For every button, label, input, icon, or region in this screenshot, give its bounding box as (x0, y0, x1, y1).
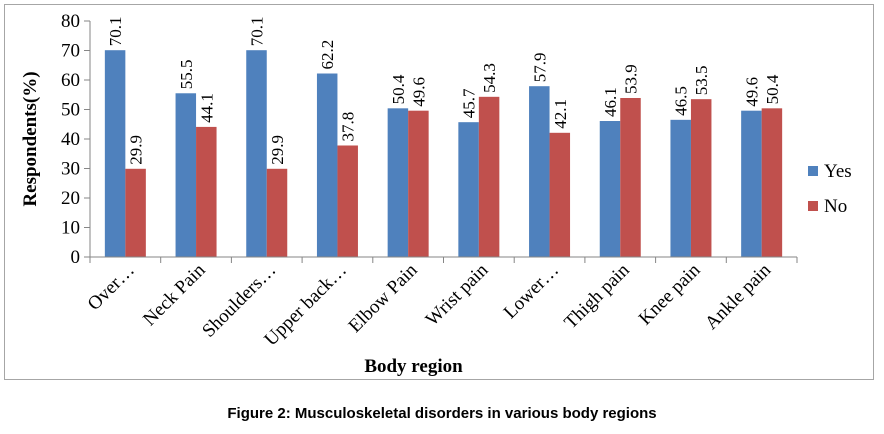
data-label: 70.1 (248, 16, 267, 46)
x-category-label: Neck Pain (139, 259, 210, 330)
y-axis-title: Respondents(%) (20, 71, 41, 206)
data-label: 57.9 (530, 52, 549, 82)
data-label: 29.9 (127, 135, 146, 165)
bar-no (620, 97, 641, 258)
bar-no (761, 108, 783, 257)
bar-yes (175, 93, 197, 258)
data-label: 44.1 (197, 93, 216, 123)
x-category-label: Thigh pain (560, 259, 634, 333)
data-label: 49.6 (742, 77, 761, 107)
bar-no (196, 126, 217, 257)
bar-no (266, 168, 288, 257)
data-label: 50.4 (389, 74, 408, 104)
bar-no (125, 168, 146, 257)
x-category-label: Ankle pain (701, 259, 776, 334)
bar-no (690, 99, 712, 257)
bar-yes (458, 122, 479, 257)
chart-area: 0 10 20 30 40 50 60 70 80 70.1 55.5 70.1 62.2 50.4 45.… (4, 4, 874, 380)
bar-yes (741, 110, 762, 258)
data-label: 54.3 (480, 63, 499, 93)
y-tick-label: 60 (61, 70, 80, 91)
bar-yes (316, 73, 338, 257)
y-tick-label: 10 (61, 218, 80, 239)
figure-caption: Figure 2: Musculoskeletal disorders in v… (227, 405, 657, 422)
y-tick-label: 80 (61, 11, 80, 32)
legend-label-no: No (824, 196, 847, 217)
data-label: 37.8 (339, 112, 358, 142)
legend-swatch-yes (808, 166, 818, 176)
data-label: 62.2 (318, 40, 337, 70)
data-label: 50.4 (763, 74, 782, 104)
bar-yes (670, 119, 691, 257)
legend-label-yes: Yes (824, 161, 852, 182)
legend-swatch-no (808, 201, 818, 211)
data-label: 53.9 (622, 64, 641, 94)
bar-yes (387, 108, 409, 257)
data-label: 46.5 (672, 86, 691, 116)
y-tick-label: 50 (61, 100, 80, 121)
data-label: 45.7 (460, 88, 479, 118)
y-tick-label: 40 (61, 129, 80, 150)
x-category-label: Wrist pain (422, 259, 493, 330)
y-tick-label: 20 (61, 188, 80, 209)
x-category-label: Lower… (500, 260, 563, 323)
y-tick-label: 30 (61, 159, 80, 180)
bar-no (478, 96, 500, 257)
x-category-label: Knee pain (635, 259, 705, 329)
bar-no (337, 145, 358, 257)
bar-no (549, 132, 571, 257)
y-tick-label: 0 (71, 247, 81, 268)
bar-yes (599, 121, 621, 257)
bar-yes (104, 50, 126, 257)
data-label: 53.5 (692, 65, 711, 95)
bar-no (408, 110, 429, 258)
bar-yes (246, 50, 267, 257)
bar-yes (529, 86, 550, 257)
x-axis-title: Body region (364, 356, 463, 377)
data-label: 49.6 (409, 77, 428, 107)
x-category-label: Over… (84, 260, 139, 315)
data-label: 46.1 (601, 87, 620, 117)
data-label: 42.1 (551, 99, 570, 129)
x-category-label: Elbow Pain (345, 259, 423, 337)
data-label: 55.5 (177, 60, 196, 90)
data-label: 29.9 (268, 135, 287, 165)
bar-chart: 0 10 20 30 40 50 60 70 80 70.1 55.5 70.1 62.2 50.4 45.… (20, 11, 852, 377)
data-label: 70.1 (106, 16, 125, 46)
y-tick-label: 70 (61, 41, 80, 62)
